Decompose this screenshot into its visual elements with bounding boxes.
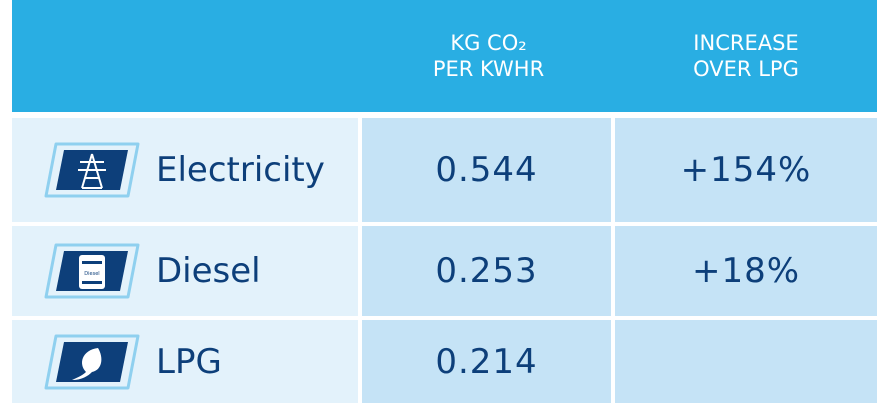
row-name: Diesel [156, 251, 261, 291]
value-text: 0.544 [435, 150, 538, 190]
increase-text: +18% [691, 251, 801, 291]
value-text: 0.214 [435, 341, 538, 382]
value-cell: 0.253 [362, 226, 611, 316]
increase-cell: +18% [615, 226, 877, 316]
header-cell: INCREASE OVER LPG [615, 0, 877, 112]
header-cell: KG CO₂ PER KWHR [362, 0, 615, 112]
value-cell: 0.214 [362, 320, 611, 403]
header-blank [12, 0, 362, 112]
row-icon: Diesel [44, 243, 140, 299]
value-text: 0.253 [435, 251, 538, 291]
value-cell: 0.544 [362, 118, 611, 222]
header-text: OVER LPG [693, 57, 799, 81]
row-name: LPG [156, 341, 222, 382]
icon-label: Diesel [84, 271, 99, 277]
row-label-cell: LPG [12, 320, 358, 403]
increase-text: +154% [680, 150, 812, 190]
row-name: Electricity [156, 150, 325, 190]
row-label-cell: Diesel Diesel [12, 226, 358, 316]
row-icon [44, 142, 140, 198]
row-icon [44, 334, 140, 389]
increase-cell: +154% [615, 118, 877, 222]
row-label-cell: Electricity [12, 118, 358, 222]
header-text: KG CO₂ [450, 31, 527, 55]
increase-cell [615, 320, 877, 403]
header-text: INCREASE [693, 31, 799, 55]
header-text: PER KWHR [432, 57, 545, 81]
